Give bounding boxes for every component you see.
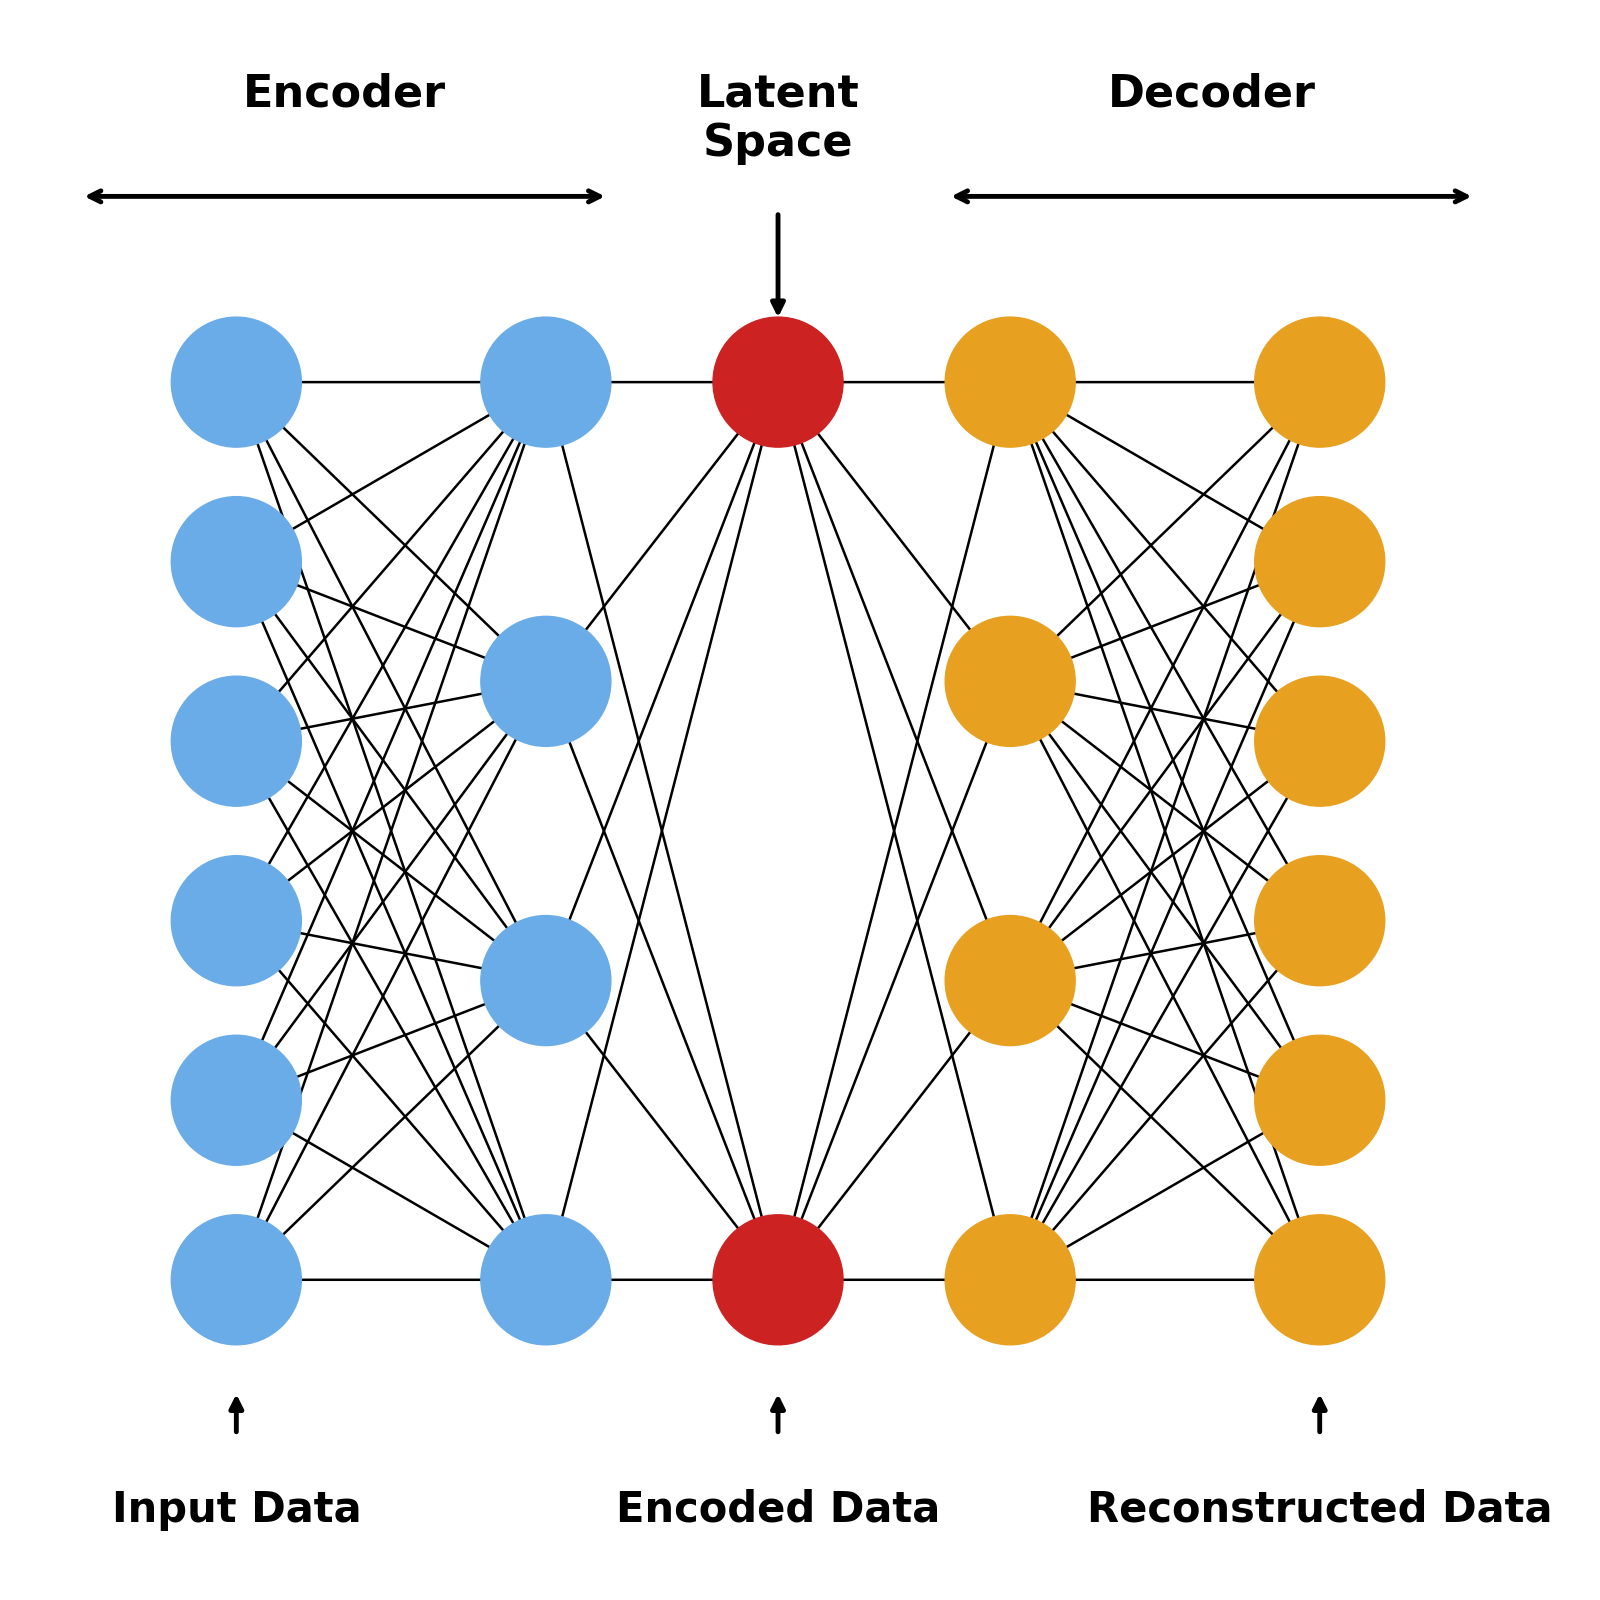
Circle shape [482,317,611,446]
Circle shape [482,915,611,1045]
Circle shape [171,1035,301,1165]
Circle shape [171,317,301,446]
Circle shape [171,496,301,627]
Circle shape [714,1214,843,1344]
Circle shape [1254,1214,1384,1344]
Circle shape [171,1214,301,1344]
Text: Latent
Space: Latent Space [696,72,859,165]
Text: Input Data: Input Data [112,1488,362,1531]
Text: Decoder: Decoder [1107,72,1315,115]
Circle shape [714,317,843,446]
Circle shape [1254,677,1384,806]
Circle shape [946,915,1075,1045]
Circle shape [1254,496,1384,627]
Circle shape [1254,856,1384,986]
Circle shape [482,1214,611,1344]
Circle shape [946,317,1075,446]
Circle shape [482,616,611,746]
Text: Encoded Data: Encoded Data [616,1488,941,1531]
Circle shape [946,1214,1075,1344]
Circle shape [946,616,1075,746]
Text: Encoder: Encoder [243,72,446,115]
Circle shape [171,677,301,806]
Text: Reconstructed Data: Reconstructed Data [1086,1488,1552,1531]
Circle shape [1254,1035,1384,1165]
Circle shape [1254,317,1384,446]
Circle shape [171,856,301,986]
